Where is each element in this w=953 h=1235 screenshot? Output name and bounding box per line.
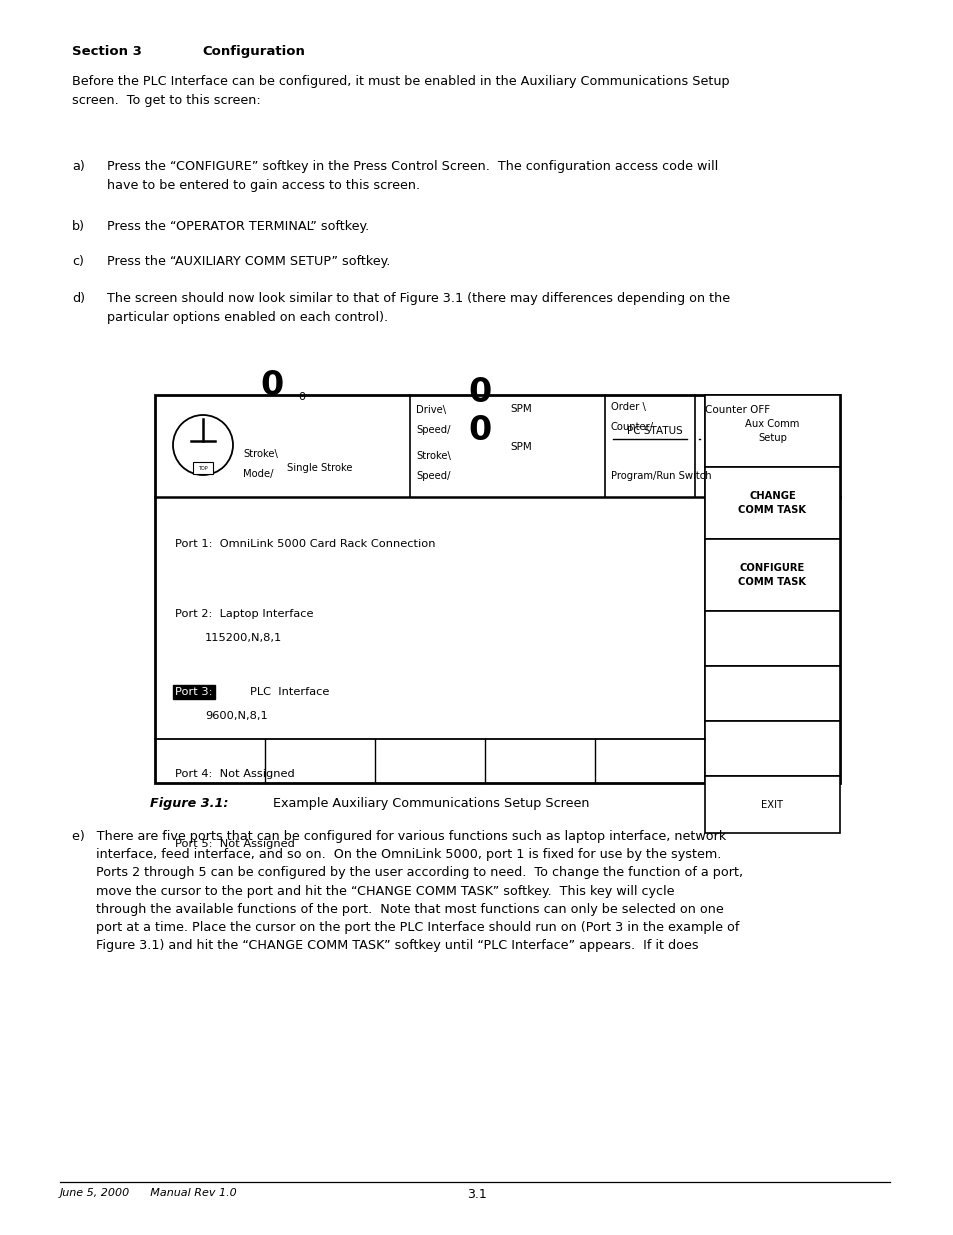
Text: e)   There are five ports that can be configured for various functions such as l: e) There are five ports that can be conf… xyxy=(71,830,742,952)
Text: Program/Run Switch: Program/Run Switch xyxy=(610,471,711,480)
Text: Port 3:: Port 3: xyxy=(174,687,213,697)
Text: The screen should now look similar to that of Figure 3.1 (there may differences : The screen should now look similar to th… xyxy=(107,291,729,324)
Text: Order \: Order \ xyxy=(610,403,645,412)
Text: SPM: SPM xyxy=(510,404,531,414)
Text: 0: 0 xyxy=(468,414,491,447)
Bar xyxy=(704,721,840,776)
Text: 0: 0 xyxy=(260,369,283,403)
Bar xyxy=(704,538,840,611)
Text: Configuration: Configuration xyxy=(202,44,305,58)
Text: Port 1:  OmniLink 5000 Card Rack Connection: Port 1: OmniLink 5000 Card Rack Connecti… xyxy=(174,538,435,550)
Text: Example Auxiliary Communications Setup Screen: Example Auxiliary Communications Setup S… xyxy=(256,797,589,810)
Text: 115200,N,8,1: 115200,N,8,1 xyxy=(205,634,282,643)
Text: d): d) xyxy=(71,291,85,305)
Bar xyxy=(704,611,840,666)
Text: PC STATUS: PC STATUS xyxy=(626,426,682,436)
Text: Counter OFF: Counter OFF xyxy=(704,405,769,415)
Text: PLC  Interface: PLC Interface xyxy=(250,687,329,697)
Text: CONFIGURE
COMM TASK: CONFIGURE COMM TASK xyxy=(738,563,805,587)
Text: Single Stroke: Single Stroke xyxy=(287,463,352,473)
Bar xyxy=(704,776,840,832)
Text: Drive\: Drive\ xyxy=(416,405,446,415)
Text: 0: 0 xyxy=(297,391,305,403)
Text: b): b) xyxy=(71,220,85,233)
Text: Before the PLC Interface can be configured, it must be enabled in the Auxiliary : Before the PLC Interface can be configur… xyxy=(71,75,729,106)
Text: a): a) xyxy=(71,161,85,173)
Text: Press the “CONFIGURE” softkey in the Press Control Screen.  The configuration ac: Press the “CONFIGURE” softkey in the Pre… xyxy=(107,161,718,191)
Text: Aux Comm
Setup: Aux Comm Setup xyxy=(744,420,799,442)
Text: 9600,N,8,1: 9600,N,8,1 xyxy=(205,711,268,721)
Text: Port 5:  Not Assigned: Port 5: Not Assigned xyxy=(174,839,294,848)
Text: Stroke\: Stroke\ xyxy=(416,451,451,461)
Text: 3.1: 3.1 xyxy=(467,1188,486,1200)
Text: CHANGE
COMM TASK: CHANGE COMM TASK xyxy=(738,492,805,515)
Text: 0: 0 xyxy=(468,375,491,409)
Bar xyxy=(154,395,840,783)
Text: Mode/: Mode/ xyxy=(243,469,274,479)
Text: Stroke\: Stroke\ xyxy=(243,450,277,459)
Text: June 5, 2000      Manual Rev 1.0: June 5, 2000 Manual Rev 1.0 xyxy=(60,1188,237,1198)
Text: Press the “AUXILIARY COMM SETUP” softkey.: Press the “AUXILIARY COMM SETUP” softkey… xyxy=(107,254,390,268)
Text: Section 3: Section 3 xyxy=(71,44,142,58)
Text: Figure 3.1:: Figure 3.1: xyxy=(150,797,229,810)
Text: Port 2:  Laptop Interface: Port 2: Laptop Interface xyxy=(174,609,314,619)
Text: c): c) xyxy=(71,254,84,268)
Text: Port 4:  Not Assigned: Port 4: Not Assigned xyxy=(174,769,294,779)
Text: Speed/: Speed/ xyxy=(416,425,450,435)
Bar xyxy=(704,395,840,467)
Text: SPM: SPM xyxy=(510,442,531,452)
Text: Speed/: Speed/ xyxy=(416,471,450,480)
Bar xyxy=(193,462,213,474)
Bar xyxy=(704,467,840,538)
Text: Press the “OPERATOR TERMINAL” softkey.: Press the “OPERATOR TERMINAL” softkey. xyxy=(107,220,369,233)
Text: TOP: TOP xyxy=(198,466,208,471)
Text: EXIT: EXIT xyxy=(760,799,782,809)
Bar xyxy=(704,666,840,721)
Text: Counter/: Counter/ xyxy=(610,422,654,432)
